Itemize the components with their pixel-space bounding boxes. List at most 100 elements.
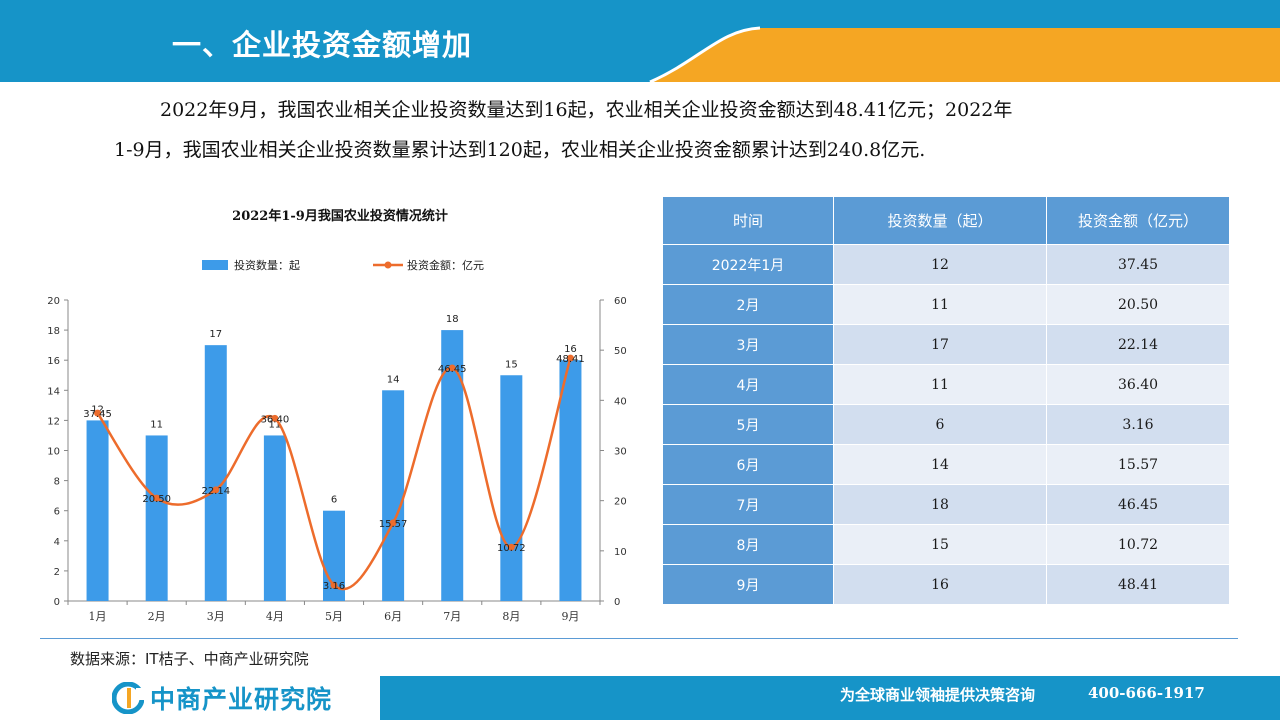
table-cell-time: 8月 [662, 524, 834, 565]
table-cell-amount: 48.41 [1046, 564, 1230, 605]
footer-slogan: 为全球商业领袖提供决策咨询 [840, 686, 1036, 704]
table-cell-count: 14 [833, 444, 1047, 485]
legend-bar-label: 投资数量：起 [234, 258, 300, 272]
bar [86, 420, 109, 601]
table-cell-amount: 10.72 [1046, 524, 1230, 565]
footer-phone: 400-666-1917 [1088, 684, 1205, 702]
table-cell-count: 18 [833, 484, 1047, 525]
bar [559, 360, 582, 601]
x-tick-label: 2月 [148, 610, 166, 623]
x-tick-label: 1月 [89, 610, 107, 623]
y-left-tick-label: 8 [54, 477, 60, 488]
table-cell-amount: 46.45 [1046, 484, 1230, 525]
table-cell-amount: 22.14 [1046, 324, 1230, 365]
amount-point [153, 494, 161, 502]
summary-line-2: 1-9月，我国农业相关企业投资数量累计达到120起，农业相关企业投资金额累计达到… [114, 139, 926, 161]
y-left-tick-label: 16 [47, 356, 60, 367]
table-row: 6月 14 15.57 [662, 444, 1230, 485]
y-left-tick-label: 12 [47, 416, 60, 427]
bar [382, 390, 405, 601]
amount-point [330, 581, 338, 589]
bar-data-label: 16 [564, 344, 577, 355]
y-left-tick-label: 20 [47, 296, 60, 307]
table-row: 3月 17 22.14 [662, 324, 1230, 365]
x-tick-label: 8月 [502, 610, 520, 623]
table-cell-amount: 36.40 [1046, 364, 1230, 405]
bar [263, 435, 286, 601]
investment-table: 时间 投资数量（起） 投资金额（亿元） 2022年1月 12 37.45 2月 11 20… [662, 196, 1230, 605]
x-tick-label: 3月 [207, 610, 225, 623]
x-tick-label: 6月 [384, 610, 402, 623]
line-data-label: 37.45 [83, 409, 112, 420]
table-header-amount: 投资金额（亿元） [1046, 196, 1230, 245]
y-left-tick-label: 2 [54, 567, 60, 578]
table-row: 7月 18 46.45 [662, 484, 1230, 525]
bar-data-label: 14 [387, 374, 400, 385]
company-logo-text: 中商产业研究院 [150, 685, 333, 714]
summary-paragraph: 2022年9月，我国农业相关企业投资数量达到16起，农业相关企业投资金额达到48… [114, 90, 1174, 170]
bar-data-label: 18 [446, 314, 459, 325]
table-cell-amount: 3.16 [1046, 404, 1230, 445]
y-right-tick-label: 50 [614, 346, 627, 357]
table-header-row: 时间 投资数量（起） 投资金额（亿元） [662, 196, 1230, 245]
amount-point [94, 409, 102, 417]
bar [145, 435, 168, 601]
table-row: 5月 6 3.16 [662, 404, 1230, 445]
line-data-label: 22.14 [201, 486, 230, 497]
table-cell-amount: 20.50 [1046, 284, 1230, 325]
table-cell-time: 4月 [662, 364, 834, 405]
table-cell-count: 11 [833, 364, 1047, 405]
amount-point [212, 486, 220, 494]
table-row: 4月 11 36.40 [662, 364, 1230, 405]
line-data-label: 10.72 [497, 543, 526, 554]
amount-series-line [96, 357, 572, 591]
legend-line-marker [384, 261, 392, 269]
line-data-label: 46.45 [438, 364, 467, 375]
table-row: 2022年1月 12 37.45 [662, 244, 1230, 285]
amount-point [507, 543, 515, 551]
table-cell-count: 12 [833, 244, 1047, 285]
table-cell-count: 11 [833, 284, 1047, 325]
amount-point [448, 364, 456, 372]
table-cell-time: 5月 [662, 404, 834, 445]
line-data-label: 3.16 [323, 581, 345, 592]
y-right-tick-label: 0 [614, 597, 620, 608]
page-title: 一、企业投资金额增加 [172, 28, 473, 62]
x-tick-label: 7月 [443, 610, 461, 623]
footer-divider [40, 638, 1238, 639]
bar-data-label: 6 [331, 495, 337, 506]
y-left-tick-label: 6 [54, 507, 60, 518]
table-row: 2月 11 20.50 [662, 284, 1230, 325]
table-row: 9月 16 48.41 [662, 564, 1230, 605]
header-banner: 一、企业投资金额增加 [0, 0, 1280, 82]
table-cell-time: 2022年1月 [662, 244, 834, 285]
table-cell-time: 3月 [662, 324, 834, 365]
table-cell-amount: 37.45 [1046, 244, 1230, 285]
table-cell-count: 6 [833, 404, 1047, 445]
investment-chart: 0 2 4 6 8 10 12 14 16 18 20 0 10 20 30 40 50 60 1月 2月 3月 4月 5月… [47, 258, 627, 623]
y-right-tick-label: 30 [614, 447, 627, 458]
table-cell-count: 15 [833, 524, 1047, 565]
table-cell-time: 6月 [662, 444, 834, 485]
chart-title: 2022年1-9月我国农业投资情况统计 [232, 209, 448, 224]
line-data-label: 20.50 [142, 494, 171, 505]
data-source: 数据来源：IT桔子、中商产业研究院 [70, 650, 309, 668]
y-right-tick-label: 40 [614, 396, 627, 407]
x-tick-label: 9月 [561, 610, 579, 623]
y-left-tick-label: 10 [47, 447, 60, 458]
y-right-tick-label: 20 [614, 497, 627, 508]
legend-line-label: 投资金额：亿元 [407, 258, 484, 272]
line-data-label: 36.40 [261, 414, 290, 425]
amount-point [271, 414, 279, 422]
bar [441, 330, 464, 601]
bar [204, 345, 227, 601]
legend-bar-swatch [202, 260, 228, 270]
x-tick-label: 5月 [325, 610, 343, 623]
y-left-tick-label: 0 [54, 597, 60, 608]
y-left-tick-label: 4 [54, 537, 60, 548]
y-left-tick-label: 14 [47, 386, 60, 397]
amount-point [566, 354, 574, 362]
table-cell-time: 9月 [662, 564, 834, 605]
table-cell-time: 7月 [662, 484, 834, 525]
y-right-tick-label: 10 [614, 547, 627, 558]
